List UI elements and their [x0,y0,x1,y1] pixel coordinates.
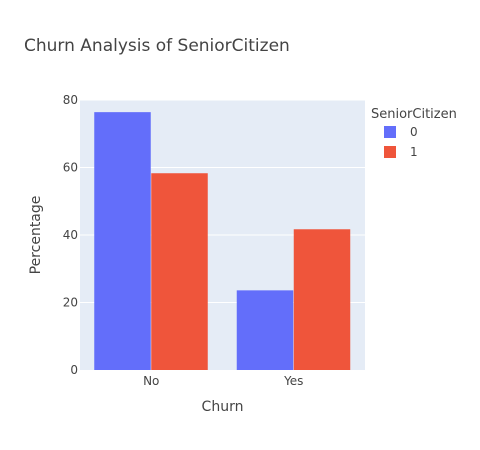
chart-title: Churn Analysis of SeniorCitizen [24,36,290,56]
legend-item-label[interactable]: 0 [410,125,418,139]
y-tick-label: 60 [63,161,78,175]
y-axis-label: Percentage [28,196,44,275]
legend: SeniorCitizen 0 1 [371,107,457,159]
y-tick-label: 20 [63,296,78,310]
x-tick-label: No [143,374,159,388]
bar-yes-series-0 [236,290,294,370]
y-tick-label: 80 [63,93,78,107]
bars [94,112,351,371]
x-axis-label: Churn [202,399,244,415]
legend-item-label[interactable]: 1 [410,145,418,159]
bar-no-series-0 [94,112,151,371]
x-tick-label: Yes [283,374,303,388]
bar-no-series-1 [151,173,208,370]
legend-swatch[interactable] [384,146,396,158]
y-axis-ticks: 0 20 40 60 80 [63,93,78,377]
legend-swatch[interactable] [384,126,396,138]
x-axis-ticks: No Yes [143,374,303,388]
y-tick-label: 40 [63,228,78,242]
bar-yes-series-1 [293,229,351,370]
y-tick-label: 0 [70,363,78,377]
legend-title: SeniorCitizen [371,107,457,122]
